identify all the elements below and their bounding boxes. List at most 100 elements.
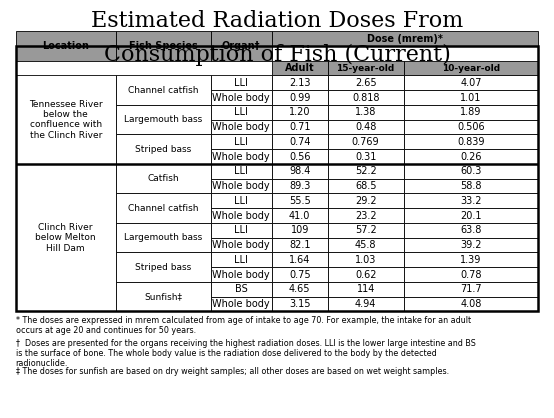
Bar [272,164,328,179]
Bar [403,105,538,120]
Bar [403,297,538,311]
Text: 0.99: 0.99 [289,93,310,102]
Bar [272,149,328,164]
Text: Whole body: Whole body [212,240,270,250]
Bar [211,267,272,282]
Text: 0.26: 0.26 [460,152,482,162]
Bar [272,61,328,76]
Text: 52.2: 52.2 [355,166,377,176]
Bar [211,76,272,90]
Text: Catfish: Catfish [147,174,179,183]
Text: 1.01: 1.01 [460,93,482,102]
Bar [328,76,403,90]
Bar [403,135,538,149]
Bar [16,31,116,61]
Bar [211,223,272,238]
Bar [272,297,328,311]
Text: LLI: LLI [234,196,248,206]
Bar [328,208,403,223]
Text: Tennessee River
below the
confluence with
the Clinch River: Tennessee River below the confluence wit… [29,99,102,140]
Bar [403,90,538,105]
Text: 63.8: 63.8 [460,225,482,235]
Text: Striped bass: Striped bass [135,263,191,272]
Text: BS: BS [235,284,248,294]
Text: †  Doses are presented for the organs receiving the highest radiation doses. LLI: † Doses are presented for the organs rec… [16,339,475,368]
Bar [211,238,272,252]
Text: 68.5: 68.5 [355,181,376,191]
Text: LLI: LLI [234,166,248,176]
Text: 2.13: 2.13 [289,78,310,88]
Text: Organ†: Organ† [222,41,260,51]
Text: 60.3: 60.3 [460,166,482,176]
Text: 15-year-old: 15-year-old [336,64,395,73]
Text: Whole body: Whole body [212,270,270,280]
Text: 23.2: 23.2 [355,211,377,221]
Text: Largemouth bass: Largemouth bass [124,115,202,124]
Bar [116,194,211,223]
Bar [272,267,328,282]
Bar [16,164,116,311]
Text: 3.15: 3.15 [289,299,310,309]
Text: 58.8: 58.8 [460,181,482,191]
Bar [211,31,272,61]
Bar [211,282,272,297]
Bar [328,179,403,194]
Bar [328,90,403,105]
Bar [211,179,272,194]
Bar [272,208,328,223]
Text: Channel catfish: Channel catfish [128,86,198,95]
Bar [403,252,538,267]
Text: 4.94: 4.94 [355,299,376,309]
Text: Whole body: Whole body [212,299,270,309]
Text: 71.7: 71.7 [460,284,482,294]
Bar [328,164,403,179]
Bar [272,223,328,238]
Text: 33.2: 33.2 [460,196,482,206]
Text: 0.506: 0.506 [457,122,485,132]
Bar [403,164,538,179]
Text: 0.74: 0.74 [289,137,310,147]
Text: ‡ The doses for sunfish are based on dry weight samples; all other doses are bas: ‡ The doses for sunfish are based on dry… [16,367,449,376]
Text: 0.31: 0.31 [355,152,376,162]
Bar [211,297,272,311]
Bar [403,238,538,252]
Text: LLI: LLI [234,137,248,147]
Text: 109: 109 [290,225,309,235]
Text: 1.20: 1.20 [289,107,310,117]
Text: LLI: LLI [234,78,248,88]
Bar [211,164,272,179]
Bar [211,90,272,105]
Text: Whole body: Whole body [212,93,270,102]
Text: 4.07: 4.07 [460,78,482,88]
Text: 0.48: 0.48 [355,122,376,132]
Text: 0.818: 0.818 [352,93,379,102]
Text: 82.1: 82.1 [289,240,310,250]
Bar [403,179,538,194]
Text: 0.56: 0.56 [289,152,310,162]
Text: Whole body: Whole body [212,181,270,191]
Text: 41.0: 41.0 [289,211,310,221]
Text: 4.08: 4.08 [460,299,482,309]
Bar [116,223,211,252]
Bar [328,223,403,238]
Text: 20.1: 20.1 [460,211,482,221]
Text: 1.38: 1.38 [355,107,376,117]
Text: Whole body: Whole body [212,122,270,132]
Bar [211,194,272,208]
Bar [328,252,403,267]
Bar [272,179,328,194]
Bar [272,120,328,135]
Bar [272,76,328,90]
Bar [403,120,538,135]
Text: Estimated Radiation Doses From: Estimated Radiation Doses From [91,10,463,33]
Bar [272,282,328,297]
Bar [403,61,538,76]
Text: 4.65: 4.65 [289,284,310,294]
Text: Consumption of Fish (Current): Consumption of Fish (Current) [104,44,450,66]
Bar [211,120,272,135]
Bar [403,76,538,90]
Bar [272,135,328,149]
Text: Channel catfish: Channel catfish [128,204,198,213]
Bar [211,149,272,164]
Bar [116,252,211,282]
